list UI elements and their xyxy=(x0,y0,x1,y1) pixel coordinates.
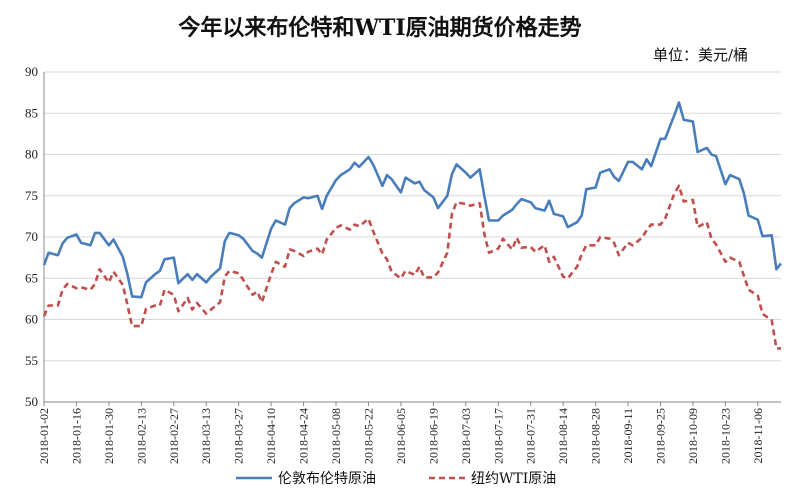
x-tick-label: 2018-06-05 xyxy=(394,408,408,464)
x-tick-label: 2018-06-19 xyxy=(426,408,440,464)
gridlines xyxy=(43,71,781,403)
y-tick-label: 75 xyxy=(25,188,38,203)
series-line-wti xyxy=(42,184,781,350)
x-tick-label: 2018-08-28 xyxy=(589,408,603,464)
x-tick-label: 2018-11-06 xyxy=(751,408,765,464)
x-tick-label: 2018-01-16 xyxy=(69,408,83,464)
x-tick-label: 2018-05-22 xyxy=(361,408,375,464)
x-tick-label: 2018-07-17 xyxy=(491,408,505,464)
x-tick-label: 2018-03-27 xyxy=(232,408,246,464)
y-tick-label: 85 xyxy=(25,105,38,120)
y-tick-label: 65 xyxy=(25,270,38,285)
y-tick-label: 70 xyxy=(25,229,38,244)
x-tick-label: 2018-05-08 xyxy=(329,408,343,464)
x-tick-label: 2018-04-10 xyxy=(264,408,278,464)
x-axis-ticks: 2018-01-02 2018-01-16 2018-01-30 2018-02-13… xyxy=(37,402,765,464)
x-tick-label: 2018-10-23 xyxy=(718,408,732,464)
x-tick-label: 2018-07-31 xyxy=(524,408,538,464)
series-line-brent xyxy=(42,101,783,299)
x-tick-label: 2018-04-24 xyxy=(297,408,311,464)
y-axis-ticks: 50 55 60 65 70 75 80 85 90 xyxy=(25,64,38,409)
x-tick-label: 2018-09-11 xyxy=(621,408,635,464)
x-tick-label: 2018-01-30 xyxy=(102,408,116,464)
y-tick-label: 90 xyxy=(25,64,38,79)
legend-label: 纽约WTI原油 xyxy=(471,471,556,487)
x-tick-label: 2018-01-02 xyxy=(37,408,51,464)
x-tick-label: 2018-10-09 xyxy=(686,408,700,464)
unit-label: 单位：美元/桶 xyxy=(653,46,748,64)
chart-title: 今年以来布伦特和WTI原油期货价格走势 xyxy=(178,15,581,41)
x-tick-label: 2018-02-13 xyxy=(134,408,148,464)
y-tick-label: 50 xyxy=(25,394,38,409)
y-tick-label: 60 xyxy=(25,312,38,327)
legend: 伦敦布伦特原油 纽约WTI原油 xyxy=(236,471,556,487)
x-tick-label: 2018-03-13 xyxy=(199,408,213,464)
x-tick-label: 2018-09-25 xyxy=(653,408,667,464)
x-tick-label: 2018-08-14 xyxy=(556,408,570,464)
legend-label: 伦敦布伦特原油 xyxy=(278,471,376,487)
y-tick-label: 80 xyxy=(25,147,38,162)
y-tick-label: 55 xyxy=(25,353,38,368)
series-lines xyxy=(42,101,783,350)
x-tick-label: 2018-02-27 xyxy=(167,408,181,464)
x-tick-label: 2018-07-03 xyxy=(459,408,473,464)
